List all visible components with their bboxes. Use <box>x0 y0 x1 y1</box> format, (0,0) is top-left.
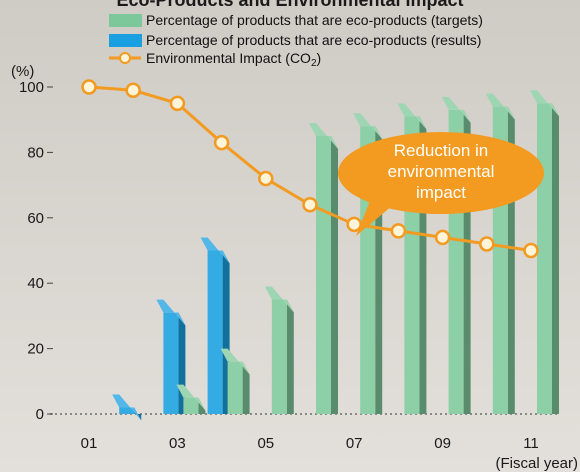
bar-top <box>353 113 383 140</box>
impact-point <box>125 82 141 99</box>
x-tick-label: 07 <box>346 435 363 452</box>
callout-text-line: impact <box>416 183 466 202</box>
bar-top <box>264 286 294 313</box>
bar-top <box>200 237 230 264</box>
bar-targets <box>220 348 250 414</box>
chart-title: Eco-Products and Environmental Impact <box>116 0 463 10</box>
y-tick-label: 60 <box>27 210 44 227</box>
legend-swatch <box>109 34 142 47</box>
impact-point <box>169 95 186 112</box>
bar-top <box>309 123 338 150</box>
x-axis-label: (Fiscal year) <box>495 455 578 472</box>
impact-point <box>434 229 451 246</box>
bar-top <box>176 384 206 411</box>
x-tick-label: 01 <box>81 435 98 452</box>
bar-front <box>163 312 179 414</box>
bar-front <box>537 103 552 414</box>
axes: 0 20 40 60 80 100(%) 01 03 05 07 09 11 (Fiscal year) <box>11 63 578 472</box>
bar-results <box>112 394 142 421</box>
bar-front <box>316 136 331 415</box>
legend-label: Environmental Impact (CO2) <box>146 50 321 69</box>
bar-front <box>227 361 243 414</box>
bar-top <box>397 103 427 130</box>
legend-line-marker <box>119 52 131 64</box>
bar-top <box>220 348 250 375</box>
impact-point <box>258 170 274 187</box>
reduction-callout: Reduction in environmental impact <box>338 132 544 236</box>
impact-point <box>213 134 230 151</box>
impact-point <box>346 216 362 233</box>
y-tick-label: 20 <box>27 341 44 358</box>
impact-point <box>390 223 407 239</box>
impact-point <box>523 242 539 259</box>
bar-targets <box>264 286 294 414</box>
callout-text-line: environmental <box>388 162 495 181</box>
bar-top <box>530 90 559 117</box>
legend-label: Percentage of products that are eco-prod… <box>146 32 481 48</box>
y-tick-label: 40 <box>27 275 44 292</box>
legend-swatch <box>109 14 142 27</box>
bar-front <box>271 299 287 414</box>
callout-text-line: Reduction in <box>394 141 489 160</box>
legend: Percentage of products that are eco-prod… <box>109 12 483 69</box>
bar-side <box>242 361 250 414</box>
bar-side <box>331 136 338 415</box>
y-axis-label: (%) <box>11 63 34 80</box>
bar-targets <box>309 123 338 415</box>
bar-top <box>485 93 515 120</box>
bar-top <box>112 394 142 421</box>
bar-top <box>441 96 471 123</box>
y-tick-label: 100 <box>19 79 44 96</box>
bar-front <box>207 250 223 414</box>
bar-side <box>286 299 294 414</box>
legend-label: Percentage of products that are eco-prod… <box>146 12 483 28</box>
bar-front <box>119 407 135 414</box>
x-tick-label: 11 <box>523 435 539 452</box>
y-tick-label: 80 <box>27 144 44 161</box>
bar-top <box>156 299 186 326</box>
impact-point <box>81 79 97 95</box>
callout-bubble <box>338 132 544 214</box>
x-tick-label: 03 <box>169 435 186 452</box>
bar-front <box>183 397 199 414</box>
x-tick-label: 09 <box>434 435 451 452</box>
bar-side <box>552 103 559 414</box>
impact-point <box>479 236 495 252</box>
impact-point <box>302 196 318 213</box>
y-tick-label: 0 <box>36 406 44 423</box>
bar-targets <box>176 384 206 414</box>
impact-line <box>81 79 539 259</box>
x-tick-label: 05 <box>257 435 274 452</box>
